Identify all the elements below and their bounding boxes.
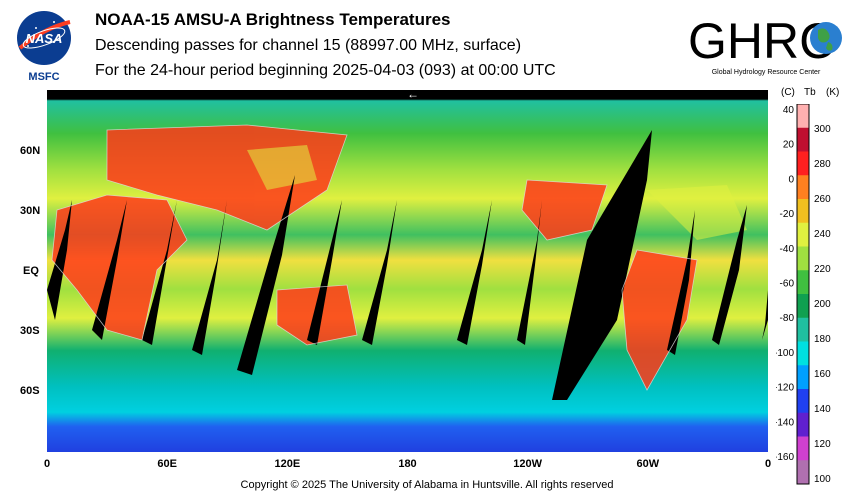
- orbit-direction-arrow: ←: [407, 87, 419, 101]
- kelvin-tick-label: 300: [814, 124, 831, 135]
- colorbar-segment: [797, 365, 809, 390]
- colorbar-header-kelvin: (K): [826, 87, 840, 98]
- subtitle-channel: Descending passes for channel 15 (88997.…: [95, 37, 522, 54]
- celsius-tick-label: -100: [776, 348, 794, 359]
- colorbar-segment: [797, 222, 809, 247]
- kelvin-tick-label: 220: [814, 264, 831, 275]
- kelvin-tick-label: 100: [814, 474, 831, 485]
- colorbar-segment: [797, 246, 809, 271]
- colorbar-segment: [797, 127, 809, 152]
- celsius-tick-label: -60: [780, 279, 795, 290]
- kelvin-tick-label: 240: [814, 229, 831, 240]
- lat-label: 60N: [20, 145, 41, 157]
- colorbar-segment: [797, 270, 809, 295]
- colorbar-segment: [797, 460, 809, 485]
- colorbar-segment: [797, 436, 809, 461]
- colorbar-segment: [797, 317, 809, 342]
- kelvin-tick-label: 120: [814, 439, 831, 450]
- celsius-tick-label: -140: [776, 417, 794, 428]
- colorbar-segment: [797, 389, 809, 414]
- celsius-tick-label: -160: [776, 452, 794, 463]
- svg-text:MSFC: MSFC: [28, 71, 59, 83]
- lon-label: 180: [398, 458, 417, 470]
- nasa-logo: NASA MSFC: [14, 8, 74, 83]
- svg-text:NASA: NASA: [26, 31, 63, 46]
- lon-label: 120E: [274, 458, 301, 470]
- colorbar-segment: [797, 175, 809, 200]
- celsius-tick-label: -20: [780, 209, 795, 220]
- kelvin-tick-label: 140: [814, 404, 831, 415]
- ghrc-logo: GHRC Global Hydrology Resource Center: [688, 10, 848, 80]
- celsius-tick-label: 20: [783, 140, 795, 151]
- colorbar-segment: [797, 104, 809, 129]
- lat-label: 30N: [20, 205, 41, 217]
- lat-label: 30S: [20, 325, 40, 337]
- celsius-tick-label: -120: [776, 383, 794, 394]
- colorbar-segment: [797, 341, 809, 366]
- colorbar-segment: [797, 199, 809, 224]
- colorbar-header-celsius: (C): [781, 87, 795, 98]
- colorbar-segment: [797, 412, 809, 437]
- colorbar-segment: [797, 294, 809, 319]
- copyright-notice: Copyright © 2025 The University of Alaba…: [240, 479, 614, 491]
- celsius-tick-label: 40: [783, 105, 795, 116]
- page-title: NOAA-15 AMSU-A Brightness Temperatures: [95, 10, 451, 29]
- kelvin-tick-label: 180: [814, 334, 831, 345]
- kelvin-tick-label: 280: [814, 159, 831, 170]
- lon-label: 0: [43, 458, 51, 470]
- kelvin-tick-label: 160: [814, 369, 831, 380]
- celsius-tick-label: -40: [780, 244, 795, 255]
- colorbar-outline: [796, 104, 810, 485]
- lon-label: 60E: [157, 458, 177, 470]
- lat-label: EQ: [23, 265, 39, 277]
- celsius-tick-label: -80: [780, 313, 795, 324]
- svg-text:Global Hydrology Resource Cent: Global Hydrology Resource Center: [712, 69, 821, 76]
- lat-label: 60S: [20, 385, 40, 397]
- kelvin-tick-label: 200: [814, 299, 831, 310]
- lon-label: 0: [764, 458, 772, 470]
- colorbar-header-tb: Tb: [804, 87, 816, 98]
- subtitle-period: For the 24-hour period beginning 2025-04…: [95, 62, 556, 79]
- brightness-temperature-map: ←: [47, 87, 768, 452]
- lon-label: 120W: [513, 458, 543, 470]
- kelvin-tick-label: 260: [814, 194, 831, 205]
- celsius-tick-label: 0: [788, 174, 794, 185]
- colorbar: (C) Tb (K) 300 280 260 240 220 200 180 160 140 12…: [776, 87, 852, 494]
- colorbar-segment: [797, 151, 809, 176]
- lon-label: 60W: [636, 458, 660, 470]
